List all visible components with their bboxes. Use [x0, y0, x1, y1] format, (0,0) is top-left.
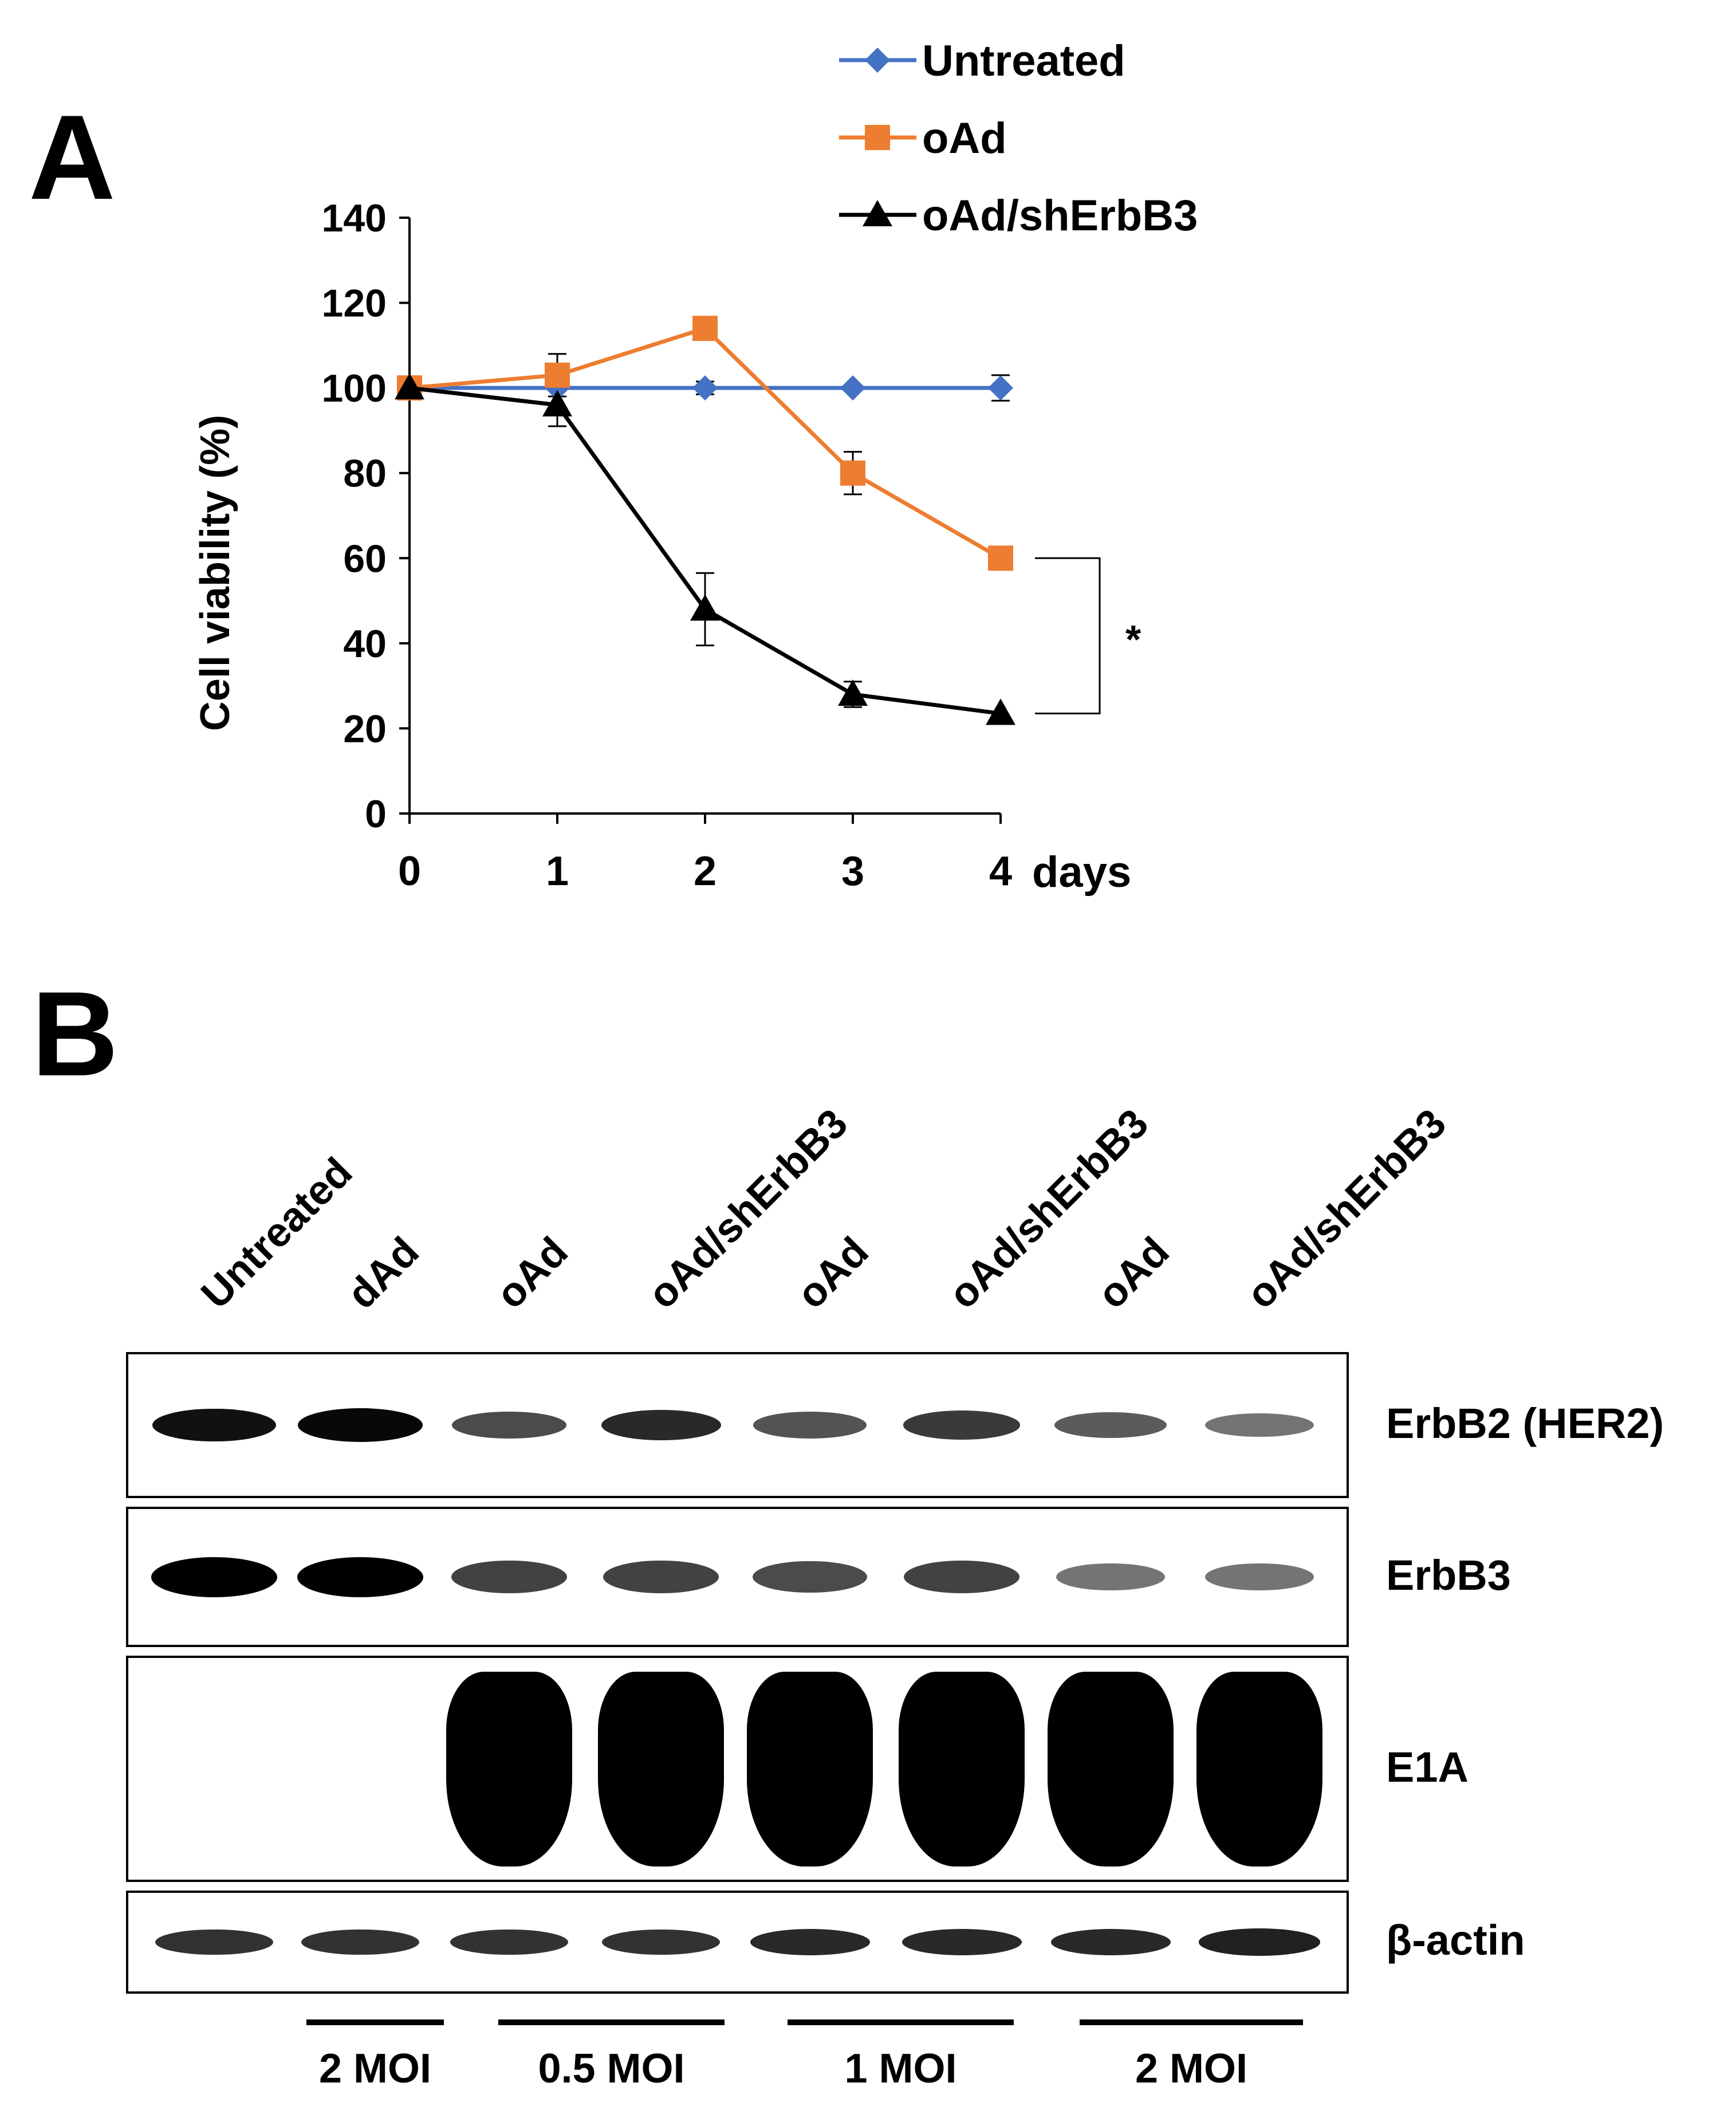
data-point: [838, 679, 868, 706]
dose-group-label: 0.5 MOI: [538, 2046, 685, 2092]
significance-star: *: [1125, 617, 1141, 662]
data-point: [863, 200, 892, 226]
data-point: [542, 390, 572, 416]
blot-band: [450, 1929, 569, 1955]
lane-label: oAd: [487, 1228, 577, 1318]
blot-band: [298, 1408, 423, 1442]
blot-label: ErbB3: [1386, 1551, 1511, 1599]
blot-band: [1048, 1671, 1174, 1866]
blot-band: [903, 1410, 1021, 1440]
blot-band: [151, 1557, 277, 1597]
data-point: [840, 375, 865, 401]
lane-label: dAd: [338, 1228, 428, 1318]
blot-e1a: [126, 1656, 1349, 1882]
blot-beta-actin: [126, 1891, 1349, 1994]
x-tick-label: 4: [989, 848, 1012, 894]
blot-band: [1054, 1412, 1167, 1439]
blot-band: [747, 1671, 873, 1866]
y-tick-label: 100: [322, 367, 387, 410]
blot-label: β-actin: [1386, 1916, 1525, 1964]
blot-band: [1196, 1671, 1322, 1866]
blot-band: [446, 1671, 572, 1866]
y-tick-label: 20: [343, 707, 387, 750]
blot-band: [155, 1929, 274, 1955]
significance-annotation: *: [1035, 557, 1141, 714]
blot-band: [451, 1560, 568, 1594]
lane-label: Untreated: [192, 1149, 361, 1318]
blot-erbb2: [126, 1352, 1349, 1498]
blot-band: [1205, 1413, 1314, 1437]
blot-band: [1050, 1928, 1171, 1956]
y-tick-label: 60: [343, 537, 387, 580]
data-point: [692, 316, 718, 341]
blot-band: [903, 1560, 1020, 1594]
blot-band: [1056, 1563, 1165, 1591]
blot-label: ErbB2 (HER2): [1386, 1399, 1664, 1447]
dose-group-label: 2 MOI: [1135, 2046, 1248, 2092]
lane-label: oAd: [1089, 1228, 1178, 1318]
blot-band: [152, 1408, 276, 1442]
data-point: [692, 375, 718, 401]
blot-band: [1205, 1563, 1314, 1591]
blot-band: [598, 1671, 724, 1866]
panel-b-letter: B: [32, 966, 119, 1101]
blot-band: [301, 1929, 420, 1955]
data-point: [986, 698, 1015, 725]
blot-band: [753, 1412, 867, 1439]
x-tick-label: 2: [694, 848, 717, 894]
blot-band: [297, 1557, 423, 1597]
x-tick-label: 3: [841, 848, 864, 894]
series-line: [409, 326, 1002, 560]
data-point: [865, 48, 890, 73]
x-tick-label: 0: [398, 848, 421, 894]
data-point: [988, 375, 1013, 401]
blot-band: [752, 1561, 868, 1593]
blot-label: E1A: [1386, 1743, 1469, 1791]
blot-band: [603, 1560, 719, 1594]
lane-label: oAd/shErbB3: [1238, 1100, 1455, 1318]
chart-axes: 0 20 40 60 80 100 120 140 0 1 2 3 4 days Cell viabilit…: [192, 197, 1131, 897]
chart-series: [395, 316, 1015, 725]
blot-band: [1199, 1928, 1320, 1956]
dose-group-label: 2 MOI: [318, 2046, 432, 2092]
blot-band: [601, 1929, 721, 1955]
line-chart: 0 20 40 60 80 100 120 140 0 1 2 3 4 days Cell viabilit…: [192, 37, 1198, 897]
series-line: [409, 386, 1001, 716]
blot-band: [750, 1928, 870, 1956]
dose-group-line: [788, 2019, 1014, 2025]
data-point: [865, 125, 890, 150]
y-tick-label: 80: [343, 452, 387, 496]
legend-label: oAd/shErbB3: [922, 191, 1198, 240]
dose-group-line: [1080, 2019, 1303, 2025]
blot-band: [601, 1409, 721, 1441]
blot-band: [899, 1671, 1025, 1866]
chart-legend: Untreated oAd oAd/shErbB3: [839, 37, 1198, 240]
data-point: [690, 594, 720, 621]
data-point: [988, 545, 1013, 571]
y-tick-label: 120: [322, 282, 387, 325]
y-tick-label: 140: [322, 197, 387, 240]
legend-label: oAd: [922, 114, 1007, 163]
y-axis-label: Cell viability (%): [192, 415, 238, 731]
x-tick-label: 1: [546, 848, 569, 894]
blot-erbb3: [126, 1507, 1349, 1647]
data-point: [545, 362, 570, 388]
data-point: [395, 373, 424, 400]
data-point: [840, 460, 865, 486]
lane-label: oAd: [788, 1228, 877, 1318]
blot-band: [451, 1411, 567, 1439]
x-axis-suffix: days: [1032, 848, 1131, 897]
significance-bracket: [1035, 557, 1101, 714]
legend-label: Untreated: [922, 37, 1125, 85]
panel-a-letter: A: [29, 90, 116, 225]
y-tick-label: 40: [343, 622, 387, 666]
dose-group-line: [498, 2019, 725, 2025]
y-tick-label: 0: [365, 792, 387, 836]
blot-band: [902, 1928, 1022, 1956]
dose-group-line: [306, 2019, 444, 2025]
dose-group-label: 1 MOI: [844, 2046, 957, 2092]
